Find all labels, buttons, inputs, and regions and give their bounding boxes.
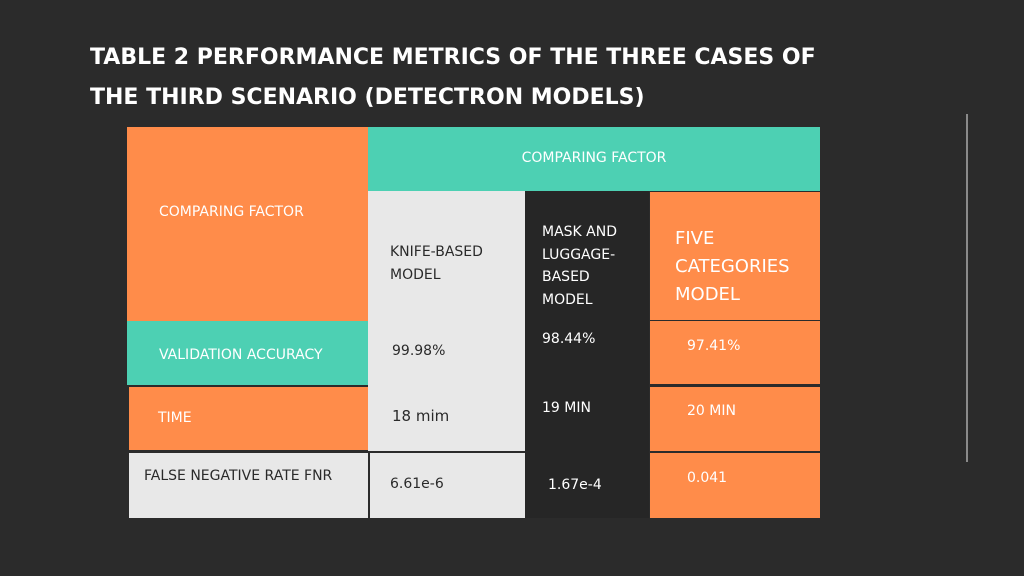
column-header-mask-luggage: MASK AND LUGGAGE- BASED MODEL [525, 191, 649, 518]
vertical-divider [966, 114, 968, 462]
column-header-knife-line1: KNIFE-BASED [390, 244, 483, 260]
column-group-title: COMPARING FACTOR [521, 150, 667, 166]
cell-fnr-five: 0.041 [687, 470, 728, 486]
cell-fnr-knife-bg: 6.61e-6 [370, 453, 525, 518]
title-line-1: TABLE 2 PERFORMANCE METRICS OF THE THREE… [90, 45, 816, 70]
row-label-text: VALIDATION ACCURACY [159, 347, 323, 363]
column-header-five-line2: CATEGORIES [675, 256, 790, 277]
cell-time-knife: 18 mim [392, 407, 450, 425]
column-header-knife: KNIFE-BASED MODEL [368, 191, 525, 385]
column-header-mask-line3: BASED [542, 269, 590, 285]
cell-fnr-five-bg: 0.041 [650, 453, 820, 518]
column-group-header: COMPARING FACTOR [368, 127, 820, 191]
row-label-validation-accuracy: VALIDATION ACCURACY [127, 321, 368, 385]
cell-time-mask: 19 MIN [542, 400, 591, 416]
column-header-knife-line2: MODEL [390, 267, 441, 283]
row-header-title: COMPARING FACTOR [159, 204, 304, 220]
cell-validation-mask: 98.44% [542, 331, 596, 347]
cell-fnr-mask: 1.67e-4 [548, 477, 602, 493]
column-header-five-line3: MODEL [675, 284, 740, 305]
row-label-fnr: FALSE NEGATIVE RATE FNR [129, 453, 368, 518]
title-line-2: THE THIRD SCENARIO (DETECTRON MODELS) [90, 85, 645, 110]
row-header-cell: COMPARING FACTOR [127, 127, 368, 321]
slide-title: TABLE 2 PERFORMANCE METRICS OF THE THREE… [90, 38, 950, 118]
column-header-mask-line4: MODEL [542, 292, 593, 308]
cell-validation-knife: 99.98% [392, 343, 446, 359]
cell-fnr-knife: 6.61e-6 [390, 476, 444, 492]
cell-time-knife-bg: 18 mim [368, 385, 525, 451]
column-header-mask-line1: MASK AND [542, 224, 618, 240]
column-header-five-line1: FIVE [675, 228, 715, 249]
cell-validation-five: 97.41% [687, 338, 741, 354]
cell-time-five-bg: 20 MIN [650, 387, 820, 451]
cell-time-five: 20 MIN [687, 403, 736, 419]
column-header-five-categories: FIVE CATEGORIES MODEL [650, 192, 820, 320]
row-label-text: FALSE NEGATIVE RATE FNR [144, 468, 333, 484]
column-header-mask-line2: LUGGAGE- [542, 247, 616, 263]
row-label-time: TIME [129, 387, 368, 450]
cell-validation-five-bg: 97.41% [650, 321, 820, 384]
row-label-text: TIME [158, 410, 192, 426]
